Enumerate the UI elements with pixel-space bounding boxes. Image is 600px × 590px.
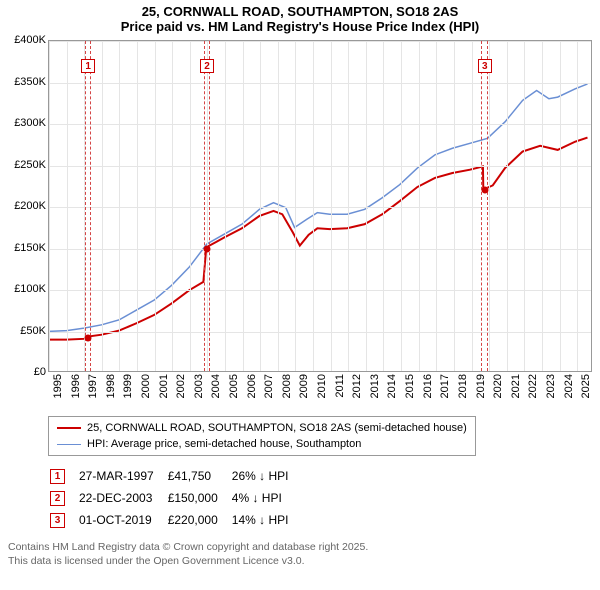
event-band bbox=[204, 41, 210, 371]
event-date: 27-MAR-1997 bbox=[79, 466, 166, 486]
x-tick-label: 2020 bbox=[492, 374, 504, 398]
x-tick-label: 2025 bbox=[580, 374, 592, 398]
y-tick-label: £400K bbox=[14, 34, 46, 46]
x-tick-label: 1995 bbox=[52, 374, 64, 398]
y-tick-label: £50K bbox=[20, 325, 46, 337]
x-tick-label: 2018 bbox=[457, 374, 469, 398]
x-tick-label: 2016 bbox=[422, 374, 434, 398]
y-tick-label: £350K bbox=[14, 76, 46, 88]
event-id-box: 1 bbox=[50, 469, 65, 484]
event-price: £41,750 bbox=[168, 466, 230, 486]
x-tick-label: 1999 bbox=[122, 374, 134, 398]
x-tick-label: 2010 bbox=[316, 374, 328, 398]
price-point bbox=[85, 335, 92, 342]
legend-swatch bbox=[57, 444, 81, 445]
x-tick-label: 2013 bbox=[369, 374, 381, 398]
x-tick-label: 2003 bbox=[193, 374, 205, 398]
footer-line-2: This data is licensed under the Open Gov… bbox=[8, 554, 592, 568]
x-tick-label: 2004 bbox=[210, 374, 222, 398]
x-tick-label: 2017 bbox=[439, 374, 451, 398]
event-band bbox=[85, 41, 91, 371]
legend-swatch bbox=[57, 427, 81, 429]
price-point bbox=[203, 245, 210, 252]
event-row: 2 22-DEC-2003£150,0004% ↓ HPI bbox=[50, 488, 300, 508]
event-marker-3: 3 bbox=[478, 59, 492, 73]
x-tick-label: 2008 bbox=[281, 374, 293, 398]
events-table: 1 27-MAR-1997£41,75026% ↓ HPI 2 22-DEC-2003… bbox=[48, 464, 596, 532]
event-delta: 26% ↓ HPI bbox=[232, 466, 301, 486]
price-chart: £0£50K£100K£150K£200K£250K£300K£350K£400… bbox=[4, 40, 596, 410]
event-date: 22-DEC-2003 bbox=[79, 488, 166, 508]
x-tick-label: 2000 bbox=[140, 374, 152, 398]
y-tick-label: £300K bbox=[14, 117, 46, 129]
x-tick-label: 1998 bbox=[105, 374, 117, 398]
x-tick-label: 1996 bbox=[70, 374, 82, 398]
x-tick-label: 2014 bbox=[386, 374, 398, 398]
x-tick-label: 2024 bbox=[563, 374, 575, 398]
y-axis: £0£50K£100K£150K£200K£250K£300K£350K£400… bbox=[4, 40, 48, 372]
x-axis: 1995 1996 1997 1998 1999 2000 2001 2002 2003 2004… bbox=[48, 372, 592, 410]
y-tick-label: £200K bbox=[14, 200, 46, 212]
plot-area: 1 2 3 bbox=[48, 40, 592, 372]
x-tick-label: 2022 bbox=[527, 374, 539, 398]
event-delta: 14% ↓ HPI bbox=[232, 510, 301, 530]
legend-item: HPI: Average price, semi-detached house,… bbox=[57, 436, 467, 452]
x-tick-label: 2015 bbox=[404, 374, 416, 398]
price-point bbox=[481, 187, 488, 194]
x-tick-label: 2006 bbox=[246, 374, 258, 398]
event-price: £220,000 bbox=[168, 510, 230, 530]
y-tick-label: £250K bbox=[14, 159, 46, 171]
footer-line-1: Contains HM Land Registry data © Crown c… bbox=[8, 540, 592, 554]
x-tick-label: 2002 bbox=[175, 374, 187, 398]
event-id-box: 2 bbox=[50, 491, 65, 506]
legend-item: 25, CORNWALL ROAD, SOUTHAMPTON, SO18 2AS… bbox=[57, 420, 467, 436]
event-date: 01-OCT-2019 bbox=[79, 510, 166, 530]
title-line-1: 25, CORNWALL ROAD, SOUTHAMPTON, SO18 2AS bbox=[4, 4, 596, 19]
event-id-box: 3 bbox=[50, 513, 65, 528]
y-tick-label: £150K bbox=[14, 242, 46, 254]
event-price: £150,000 bbox=[168, 488, 230, 508]
event-delta: 4% ↓ HPI bbox=[232, 488, 301, 508]
x-tick-label: 2011 bbox=[334, 374, 346, 398]
x-tick-label: 2019 bbox=[475, 374, 487, 398]
y-tick-label: £100K bbox=[14, 283, 46, 295]
legend-label: 25, CORNWALL ROAD, SOUTHAMPTON, SO18 2AS… bbox=[87, 420, 467, 436]
event-marker-2: 2 bbox=[200, 59, 214, 73]
x-tick-label: 2005 bbox=[228, 374, 240, 398]
x-tick-label: 2012 bbox=[351, 374, 363, 398]
x-tick-label: 2007 bbox=[263, 374, 275, 398]
x-tick-label: 2009 bbox=[298, 374, 310, 398]
legend-label: HPI: Average price, semi-detached house,… bbox=[87, 436, 361, 452]
event-marker-1: 1 bbox=[81, 59, 95, 73]
event-row: 1 27-MAR-1997£41,75026% ↓ HPI bbox=[50, 466, 300, 486]
footer-attribution: Contains HM Land Registry data © Crown c… bbox=[8, 540, 592, 568]
y-tick-label: £0 bbox=[34, 366, 46, 378]
x-tick-label: 1997 bbox=[87, 374, 99, 398]
x-tick-label: 2021 bbox=[510, 374, 522, 398]
event-row: 3 01-OCT-2019£220,00014% ↓ HPI bbox=[50, 510, 300, 530]
title-line-2: Price paid vs. HM Land Registry's House … bbox=[4, 19, 596, 34]
legend: 25, CORNWALL ROAD, SOUTHAMPTON, SO18 2AS… bbox=[48, 416, 476, 456]
x-tick-label: 2023 bbox=[545, 374, 557, 398]
x-tick-label: 2001 bbox=[158, 374, 170, 398]
event-band bbox=[481, 41, 488, 371]
